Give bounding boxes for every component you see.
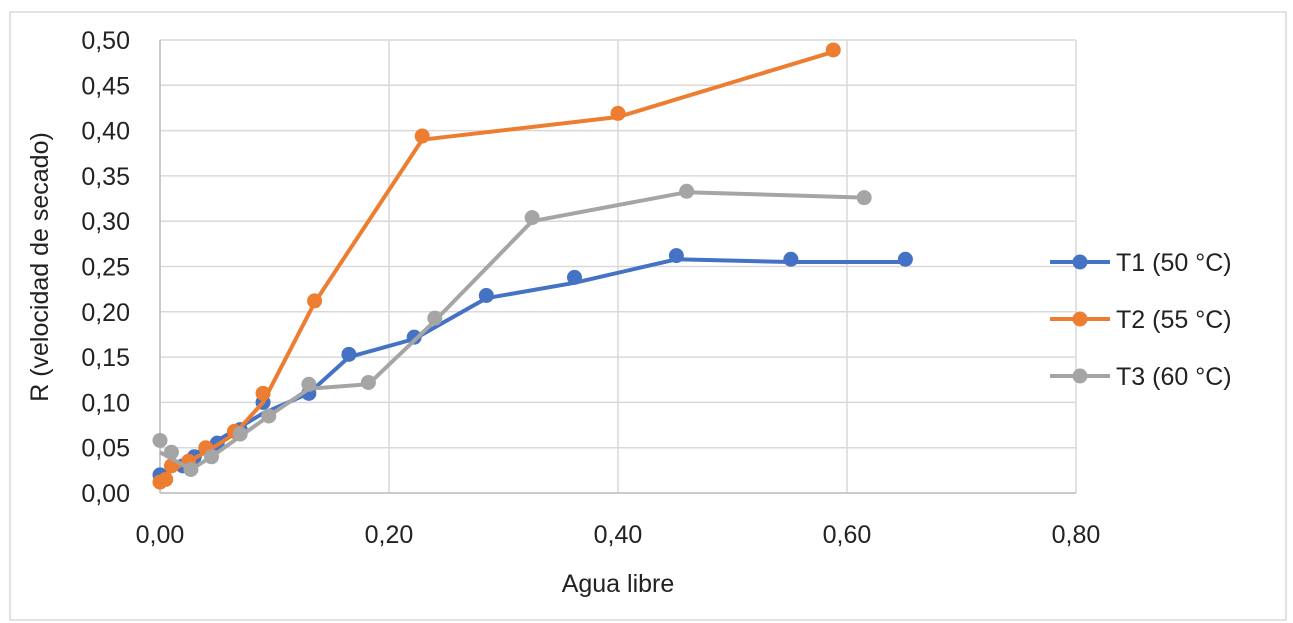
data-point <box>360 374 376 390</box>
data-point <box>255 385 271 401</box>
y-tick-label: 0,10 <box>81 389 130 417</box>
plot-series <box>152 42 913 490</box>
data-point <box>301 376 317 392</box>
data-point <box>341 346 357 362</box>
y-tick-label: 0,00 <box>81 480 130 508</box>
y-tick-label: 0,35 <box>81 163 130 191</box>
data-point <box>232 426 248 442</box>
data-point <box>856 190 872 206</box>
series-line <box>159 190 865 472</box>
data-point <box>679 183 695 199</box>
data-point <box>478 287 494 303</box>
data-point <box>183 461 199 477</box>
legend-label: T2 (55 °C) <box>1116 306 1232 334</box>
data-point <box>414 128 430 144</box>
axes: 0,00 0,05 0,10 0,15 0,20 0,25 0,30 0,35 0,40 0,45… <box>81 27 1100 549</box>
y-tick-label: 0,30 <box>81 208 130 236</box>
x-axis-title: Agua libre <box>562 570 675 598</box>
y-tick-label: 0,50 <box>81 27 130 55</box>
x-tick-label: 0,20 <box>365 521 414 549</box>
data-point <box>163 444 179 460</box>
data-point <box>152 432 168 448</box>
data-point <box>158 471 174 487</box>
y-axis-title: R (velocidad de secado) <box>26 132 54 402</box>
data-point <box>783 251 799 267</box>
y-tick-label: 0,15 <box>81 344 130 372</box>
data-point <box>825 42 841 58</box>
x-tick-label: 0,60 <box>823 521 872 549</box>
legend: T1 (50 °C) T2 (55 °C) T3 (60 °C) <box>1050 249 1232 391</box>
y-tick-label: 0,40 <box>81 118 130 146</box>
data-point <box>897 251 913 267</box>
legend-marker <box>1072 368 1088 384</box>
y-tick-label: 0,25 <box>81 254 130 282</box>
data-point <box>204 449 220 465</box>
data-point <box>668 248 684 264</box>
legend-label: T1 (50 °C) <box>1116 249 1232 277</box>
data-point <box>566 269 582 285</box>
x-tick-label: 0,40 <box>594 521 643 549</box>
data-point <box>610 105 626 121</box>
data-point <box>524 210 540 226</box>
legend-marker <box>1072 254 1088 270</box>
x-tick-label: 0,80 <box>1052 521 1101 549</box>
data-point <box>427 310 443 326</box>
y-tick-label: 0,05 <box>81 435 130 463</box>
legend-marker <box>1072 311 1088 327</box>
legend-label: T3 (60 °C) <box>1116 363 1232 391</box>
y-tick-label: 0,20 <box>81 299 130 327</box>
series-3 <box>152 183 872 477</box>
data-point <box>307 293 323 309</box>
y-tick-label: 0,45 <box>81 72 130 100</box>
data-point <box>406 329 422 345</box>
data-point <box>261 408 277 424</box>
x-tick-label: 0,00 <box>136 521 185 549</box>
